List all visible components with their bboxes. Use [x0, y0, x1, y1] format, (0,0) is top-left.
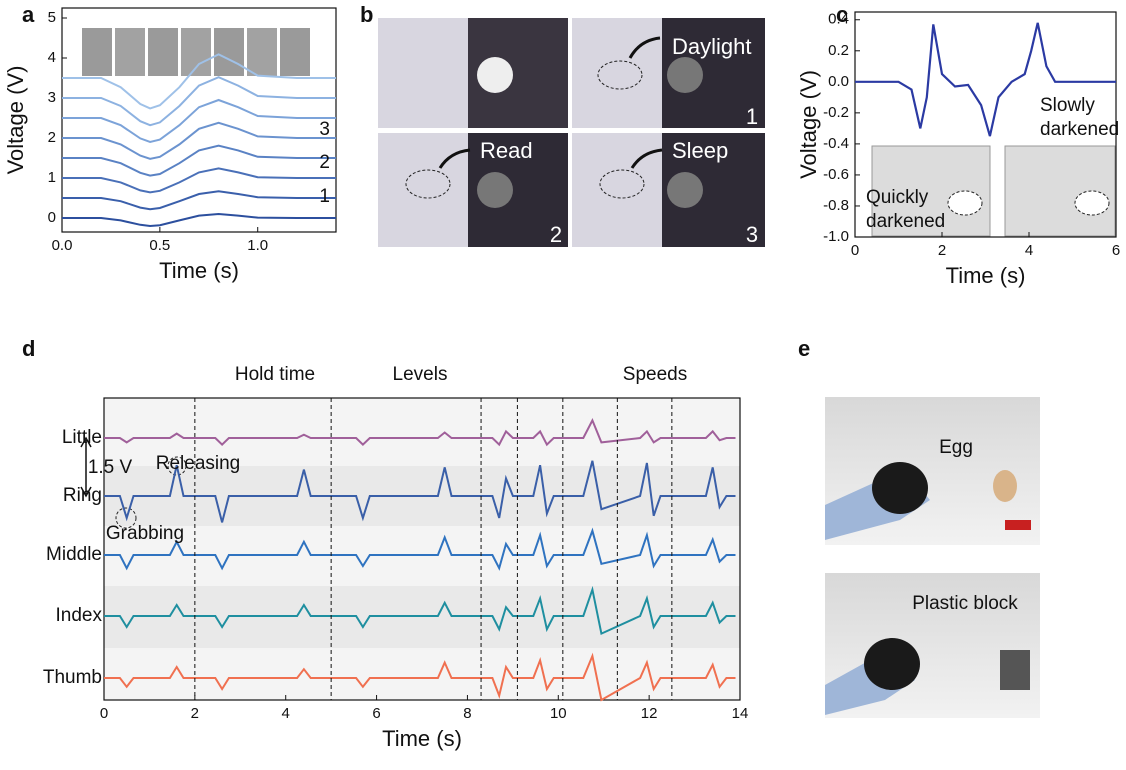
data-line	[104, 460, 736, 523]
data-line	[104, 418, 736, 447]
photo-label: Daylight	[672, 34, 751, 59]
series-label: Middle	[46, 544, 102, 565]
y-tick-label: 0.0	[828, 73, 849, 90]
annotation: Grabbing	[106, 523, 184, 544]
series-label: Index	[56, 605, 103, 626]
photo-number: 2	[550, 222, 562, 247]
data-line	[104, 527, 736, 571]
x-tick-label: 12	[641, 705, 658, 722]
y-tick-label: -0.2	[823, 104, 849, 121]
inset-screens	[871, 145, 1116, 237]
y-axis-label: Voltage (V)	[796, 70, 821, 179]
y-tick-label: 2	[48, 129, 56, 146]
y-tick-label: -0.4	[823, 135, 849, 152]
series-label: Ring	[63, 485, 102, 506]
photo-grid	[378, 18, 765, 247]
panel-label: e	[798, 336, 810, 361]
data-line	[62, 76, 336, 127]
y-tick-label: -0.6	[823, 166, 849, 183]
x-tick-label: 8	[463, 705, 471, 722]
annotation: darkened	[866, 211, 945, 232]
y-tick-label: -0.8	[823, 197, 849, 214]
data-line	[62, 212, 336, 228]
photo-number: 1	[746, 104, 758, 129]
data-line	[62, 144, 336, 177]
photos-e	[825, 397, 1040, 718]
annotation: Quickly	[866, 187, 929, 208]
y-tick-label: 0.2	[828, 42, 849, 59]
curve-label: 1	[319, 186, 330, 207]
y-tick-label: 4	[48, 49, 56, 66]
x-tick-label: 0.5	[149, 237, 170, 254]
photo-label: Sleep	[672, 138, 728, 163]
data-line	[62, 53, 336, 110]
x-tick-label: 1.0	[247, 237, 268, 254]
photo-label: Plastic block	[912, 593, 1018, 614]
x-tick-label: 2	[191, 705, 199, 722]
plot-frame	[61, 7, 337, 233]
y-tick-label: 3	[48, 89, 56, 106]
panel-label: b	[360, 2, 373, 27]
annotation: darkened	[1040, 119, 1119, 140]
y-tick-label: 5	[48, 9, 56, 26]
annotation: Hold time	[235, 364, 315, 385]
x-axis-label: Time (s)	[382, 726, 462, 751]
panel-label: a	[22, 2, 35, 27]
x-tick-label: 6	[372, 705, 380, 722]
y-tick-label: -1.0	[823, 228, 849, 245]
data-line	[104, 652, 736, 702]
x-axis-label: Time (s)	[159, 258, 239, 283]
annotation: Speeds	[623, 364, 687, 385]
y-axis-label: Voltage (V)	[3, 66, 28, 175]
panel-label: c	[836, 2, 848, 27]
data-line	[62, 190, 336, 211]
x-tick-label: 4	[1025, 242, 1033, 259]
curve-label: 2	[319, 152, 330, 173]
x-tick-label: 0.0	[52, 237, 73, 254]
annotation: Releasing	[156, 453, 241, 474]
x-tick-label: 0	[100, 705, 108, 722]
annotation: 1.5 V	[88, 457, 133, 478]
y-tick-label: 1	[48, 169, 56, 186]
series-label: Little	[62, 427, 102, 448]
x-tick-label: 0	[851, 242, 859, 259]
x-tick-label: 10	[550, 705, 567, 722]
y-tick-label: 0	[48, 209, 56, 226]
series-label: Thumb	[43, 667, 102, 688]
x-tick-label: 2	[938, 242, 946, 259]
data-line	[62, 98, 336, 144]
data-line	[855, 22, 1116, 137]
plot-frame	[103, 397, 741, 701]
annotation: Slowly	[1040, 95, 1095, 116]
y-tick-label: 0.4	[828, 11, 849, 28]
annotation: Levels	[393, 364, 448, 385]
plot-frame	[854, 11, 1117, 238]
inset-photos	[82, 28, 310, 76]
photo-label: Read	[480, 138, 533, 163]
data-line	[62, 167, 336, 194]
panel-label: d	[22, 336, 35, 361]
x-axis-label: Time (s)	[946, 263, 1026, 288]
x-tick-label: 6	[1112, 242, 1120, 259]
curve-label: 3	[319, 119, 330, 140]
photo-label: Egg	[939, 437, 973, 458]
photo-number: 3	[746, 222, 758, 247]
x-tick-label: 4	[282, 705, 290, 722]
data-line	[62, 121, 336, 160]
x-tick-label: 14	[732, 705, 749, 722]
data-line	[104, 585, 736, 636]
